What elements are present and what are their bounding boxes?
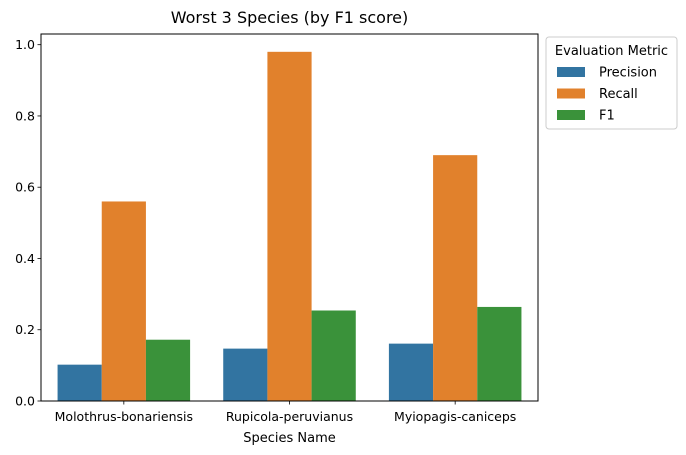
legend-label-recall: Recall [599, 87, 638, 102]
x-tick-label: Molothrus-bonariensis [55, 409, 193, 424]
legend-label-precision: Precision [599, 66, 657, 81]
bar-recall-rupicola-peruvianus [267, 51, 312, 401]
bar-f1-rupicola-peruvianus [311, 310, 356, 401]
legend-swatch-precision [557, 67, 585, 77]
legend: Evaluation Metric Precision Recall F1 [545, 36, 678, 130]
bar-recall-molothrus-bonariensis [101, 201, 146, 401]
x-axis-label: Species Name [243, 431, 336, 446]
legend-swatch-f1 [557, 110, 585, 120]
y-tick-label: 0.8 [15, 108, 35, 123]
y-tick-label: 0.4 [15, 251, 35, 266]
bar-f1-molothrus-bonariensis [145, 339, 191, 401]
bars [57, 51, 522, 401]
legend-items: Precision Recall F1 [557, 66, 657, 124]
legend-label-f1: F1 [599, 109, 615, 124]
bar-f1-myiopagis-caniceps [477, 306, 522, 401]
y-axis: 0.0 0.2 0.4 0.6 0.8 1.0 [15, 37, 41, 409]
y-tick-label: 0.0 [15, 394, 35, 409]
legend-title: Evaluation Metric [555, 44, 668, 59]
x-axis: Molothrus-bonariensis Rupicola-peruvianus… [55, 401, 516, 424]
bar-precision-molothrus-bonariensis [57, 364, 102, 401]
x-tick-label: Rupicola-peruvianus [226, 409, 353, 424]
y-tick-label: 1.0 [15, 37, 35, 52]
x-tick-label: Myiopagis-caniceps [394, 409, 516, 424]
chart-title: Worst 3 Species (by F1 score) [171, 8, 409, 27]
bar-recall-myiopagis-caniceps [433, 155, 478, 401]
bar-precision-rupicola-peruvianus [223, 348, 268, 401]
y-tick-label: 0.2 [15, 322, 35, 337]
legend-frame [545, 36, 678, 130]
legend-swatch-recall [557, 88, 585, 99]
y-tick-label: 0.6 [15, 180, 35, 195]
bar-precision-myiopagis-caniceps [388, 343, 434, 401]
